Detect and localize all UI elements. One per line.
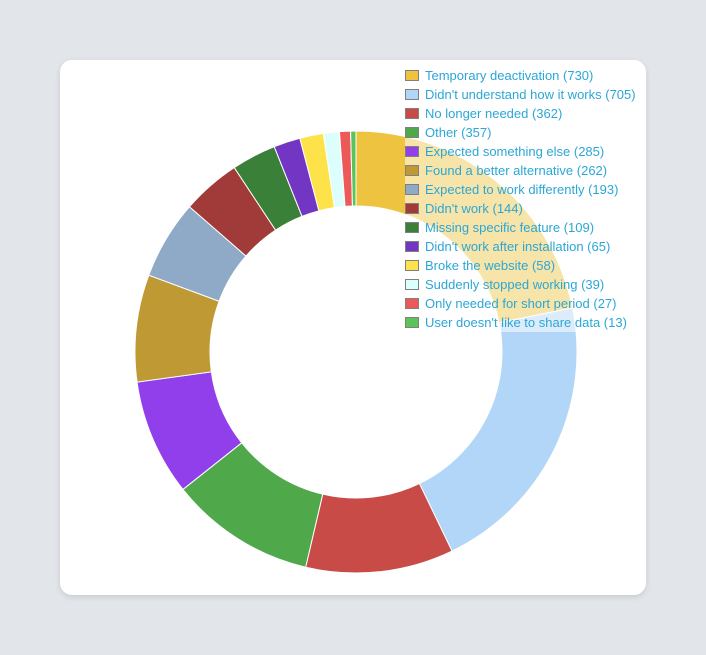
legend-label: Temporary deactivation (730) <box>425 68 594 83</box>
legend-item[interactable]: Only needed for short period (27) <box>405 294 636 313</box>
legend-item[interactable]: No longer needed (362) <box>405 104 636 123</box>
legend-item[interactable]: Didn't work after installation (65) <box>405 237 636 256</box>
legend-swatch <box>405 241 419 252</box>
legend-label: Didn't work after installation (65) <box>425 239 611 254</box>
legend-label: Didn't work (144) <box>425 201 523 216</box>
legend-swatch <box>405 260 419 271</box>
legend-swatch <box>405 298 419 309</box>
legend-item[interactable]: Didn't understand how it works (705) <box>405 85 636 104</box>
legend-swatch <box>405 203 419 214</box>
legend-swatch <box>405 317 419 328</box>
legend-swatch <box>405 146 419 157</box>
legend-label: User doesn't like to share data (13) <box>425 315 627 330</box>
legend-swatch <box>405 89 419 100</box>
legend-label: Expected to work differently (193) <box>425 182 619 197</box>
legend-label: Other (357) <box>425 125 492 140</box>
legend-label: Missing specific feature (109) <box>425 220 595 235</box>
legend-item[interactable]: Broke the website (58) <box>405 256 636 275</box>
legend-swatch <box>405 222 419 233</box>
legend-item[interactable]: Missing specific feature (109) <box>405 218 636 237</box>
legend-swatch <box>405 108 419 119</box>
legend-item[interactable]: Found a better alternative (262) <box>405 161 636 180</box>
legend-item[interactable]: Temporary deactivation (730) <box>405 66 636 85</box>
legend-item[interactable]: Other (357) <box>405 123 636 142</box>
legend-item[interactable]: Suddenly stopped working (39) <box>405 275 636 294</box>
donut-slice-13[interactable] <box>350 130 357 207</box>
legend-label: Didn't understand how it works (705) <box>425 87 636 102</box>
chart-legend: Temporary deactivation (730) Didn't under… <box>405 66 636 332</box>
legend-label: Expected something else (285) <box>425 144 605 159</box>
legend-item[interactable]: Didn't work (144) <box>405 199 636 218</box>
legend-item[interactable]: Expected to work differently (193) <box>405 180 636 199</box>
legend-swatch <box>405 279 419 290</box>
legend-swatch <box>405 127 419 138</box>
legend-swatch <box>405 70 419 81</box>
legend-item[interactable]: User doesn't like to share data (13) <box>405 313 636 332</box>
legend-label: Found a better alternative (262) <box>425 163 608 178</box>
legend-item[interactable]: Expected something else (285) <box>405 142 636 161</box>
legend-label: Only needed for short period (27) <box>425 296 617 311</box>
legend-swatch <box>405 184 419 195</box>
donut-slice-1[interactable] <box>418 307 578 552</box>
legend-swatch <box>405 165 419 176</box>
legend-label: No longer needed (362) <box>425 106 563 121</box>
legend-label: Suddenly stopped working (39) <box>425 277 605 292</box>
legend-label: Broke the website (58) <box>425 258 556 273</box>
